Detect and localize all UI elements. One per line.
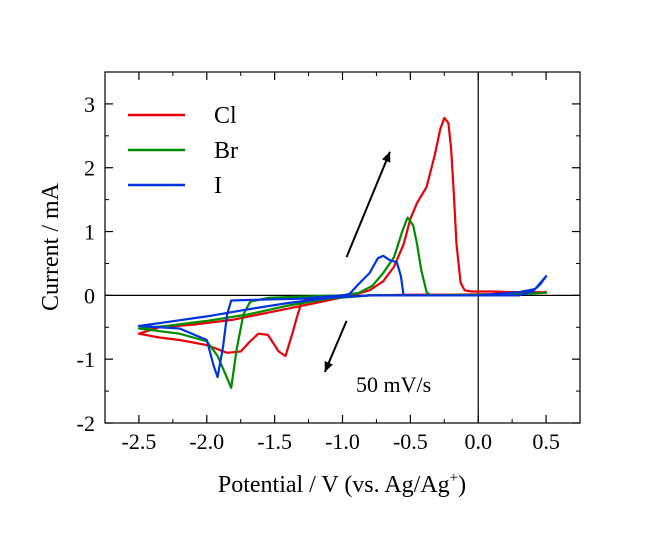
x-axis-title-end: ) — [458, 472, 466, 498]
series-line-cl — [137, 116, 548, 358]
y-tick-label: -2 — [77, 411, 95, 436]
scan-arrow-shaft — [345, 151, 391, 258]
x-tick-label: 0.5 — [532, 429, 560, 454]
axis-ticks — [104, 71, 581, 424]
legend-label-cl: Cl — [214, 103, 237, 129]
scan-direction-arrows — [323, 151, 391, 373]
y-tick-label: 3 — [84, 92, 95, 117]
series-line-i — [137, 254, 548, 379]
x-tick-label: -1.0 — [325, 429, 360, 454]
x-tick-label: -0.5 — [393, 429, 428, 454]
y-tick-label: 1 — [84, 220, 95, 245]
series-group — [137, 116, 548, 389]
x-tick-label: 0.0 — [464, 429, 492, 454]
plot-frame — [104, 71, 581, 424]
x-axis-title: Potential / V (vs. Ag/Ag+) — [218, 470, 466, 498]
x-tick-label: -2.0 — [189, 429, 224, 454]
y-tick-label: 0 — [84, 283, 95, 308]
x-axis-title-superscript: + — [450, 470, 458, 486]
legend: Cl Br I — [128, 103, 238, 199]
series-line-br — [137, 216, 548, 389]
legend-label-i: I — [214, 173, 222, 199]
x-axis-title-main: Potential / V (vs. Ag/Ag — [218, 472, 450, 498]
scan-arrow-head — [324, 360, 333, 372]
legend-label-br: Br — [214, 138, 238, 164]
y-tick-label: -1 — [77, 347, 95, 372]
scan-arrow-head — [382, 151, 391, 163]
x-tick-label: -1.5 — [257, 429, 292, 454]
y-axis-title: Current / mA — [38, 182, 64, 311]
scan-rate-annotation: 50 mV/s — [356, 372, 431, 397]
x-tick-label: -2.5 — [122, 429, 157, 454]
y-tick-label: 2 — [84, 156, 95, 181]
axis-tick-labels: -2.5 -2.0 -1.5 -1.0 -0.5 0.0 0.5 -2 -1 0 1 2 3 — [77, 92, 560, 454]
